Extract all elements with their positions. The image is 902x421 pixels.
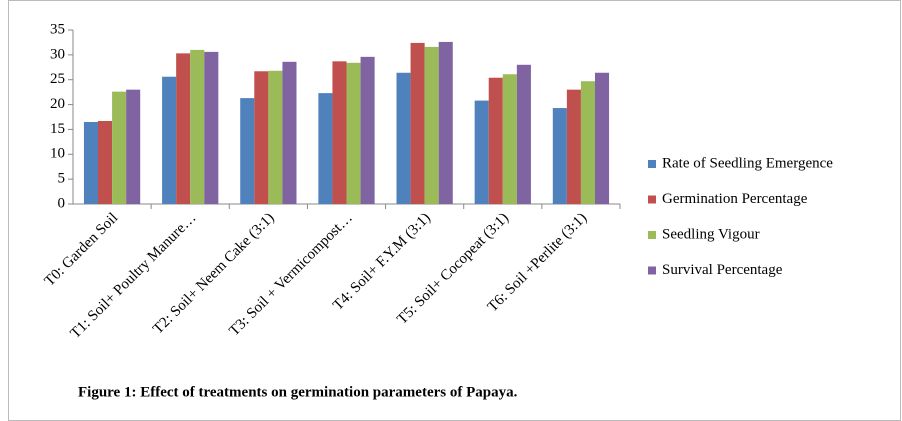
bar <box>204 51 219 205</box>
bar <box>98 120 113 204</box>
legend-swatch <box>648 231 656 239</box>
y-tick-label: 20 <box>50 96 65 112</box>
bar <box>346 62 361 204</box>
bar <box>438 41 453 204</box>
bar <box>502 74 517 204</box>
bar <box>410 42 425 204</box>
bar <box>396 72 411 204</box>
caption: Figure 1: Effect of treatments on germin… <box>78 384 518 400</box>
bar <box>240 98 255 204</box>
y-tick-label: 35 <box>50 21 65 37</box>
legend-swatch <box>648 160 656 168</box>
legend-label: Germination Percentage <box>662 191 808 207</box>
bar <box>566 89 581 204</box>
bar <box>552 108 567 204</box>
bar <box>318 93 333 204</box>
y-tick-label: 5 <box>58 171 66 187</box>
y-tick-label: 30 <box>50 46 65 62</box>
y-tick-label: 25 <box>50 71 65 87</box>
x-tick-label: T1: Soil+ Poultry Manure… <box>68 210 200 342</box>
x-tick-label: T0: Garden Soil <box>42 210 122 290</box>
bar <box>594 72 610 204</box>
frame <box>8 0 901 421</box>
bar <box>580 81 595 204</box>
bar <box>126 89 141 204</box>
bar <box>176 53 191 204</box>
legend-swatch <box>648 266 656 275</box>
legend-swatch <box>648 195 656 204</box>
legend-label: Survival Percentage <box>662 262 783 278</box>
bar <box>282 61 297 205</box>
bar <box>424 46 439 204</box>
bar <box>516 64 531 204</box>
bar <box>474 100 489 204</box>
bar <box>488 77 503 204</box>
y-tick-label: 0 <box>58 195 66 211</box>
bar <box>112 91 127 204</box>
bar <box>162 76 177 204</box>
y-tick-label: 15 <box>50 121 65 137</box>
bar <box>360 56 375 204</box>
bar <box>268 70 283 204</box>
bar <box>254 71 269 205</box>
y-tick-label: 10 <box>50 146 65 162</box>
bar <box>332 61 347 204</box>
bar <box>83 121 99 204</box>
bar <box>190 49 205 205</box>
legend-label: Seedling Vigour <box>662 226 760 242</box>
legend-label: Rate of Seedling Emergence <box>662 155 833 171</box>
